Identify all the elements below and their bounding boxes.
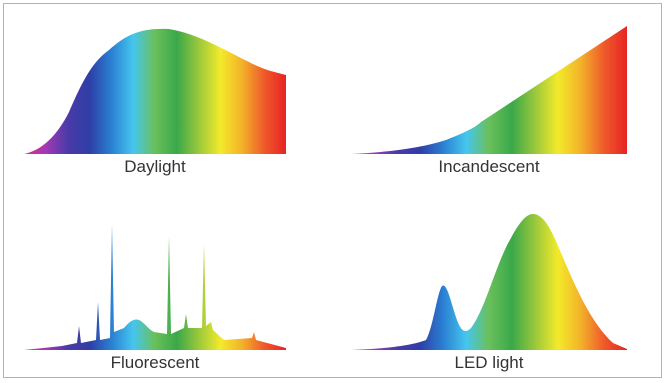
- incandescent-caption: Incandescent: [438, 157, 540, 176]
- led-panel: LED light: [351, 208, 627, 374]
- fluorescent-caption: Fluorescent: [110, 353, 200, 372]
- incandescent-spectrum-curve: [351, 26, 627, 154]
- led-caption: LED light: [454, 353, 524, 372]
- fluorescent-panel: Fluorescent: [24, 222, 286, 374]
- daylight-caption: Daylight: [124, 157, 186, 176]
- led-spectrum-curve: [351, 214, 627, 350]
- daylight-spectrum-curve: [24, 28, 286, 155]
- figure-frame: Daylight Incandescent Fluorescent LED li…: [3, 3, 662, 378]
- incandescent-panel: Incandescent: [351, 22, 627, 178]
- daylight-panel: Daylight: [24, 22, 286, 178]
- fluorescent-spectrum-curve: [24, 224, 286, 350]
